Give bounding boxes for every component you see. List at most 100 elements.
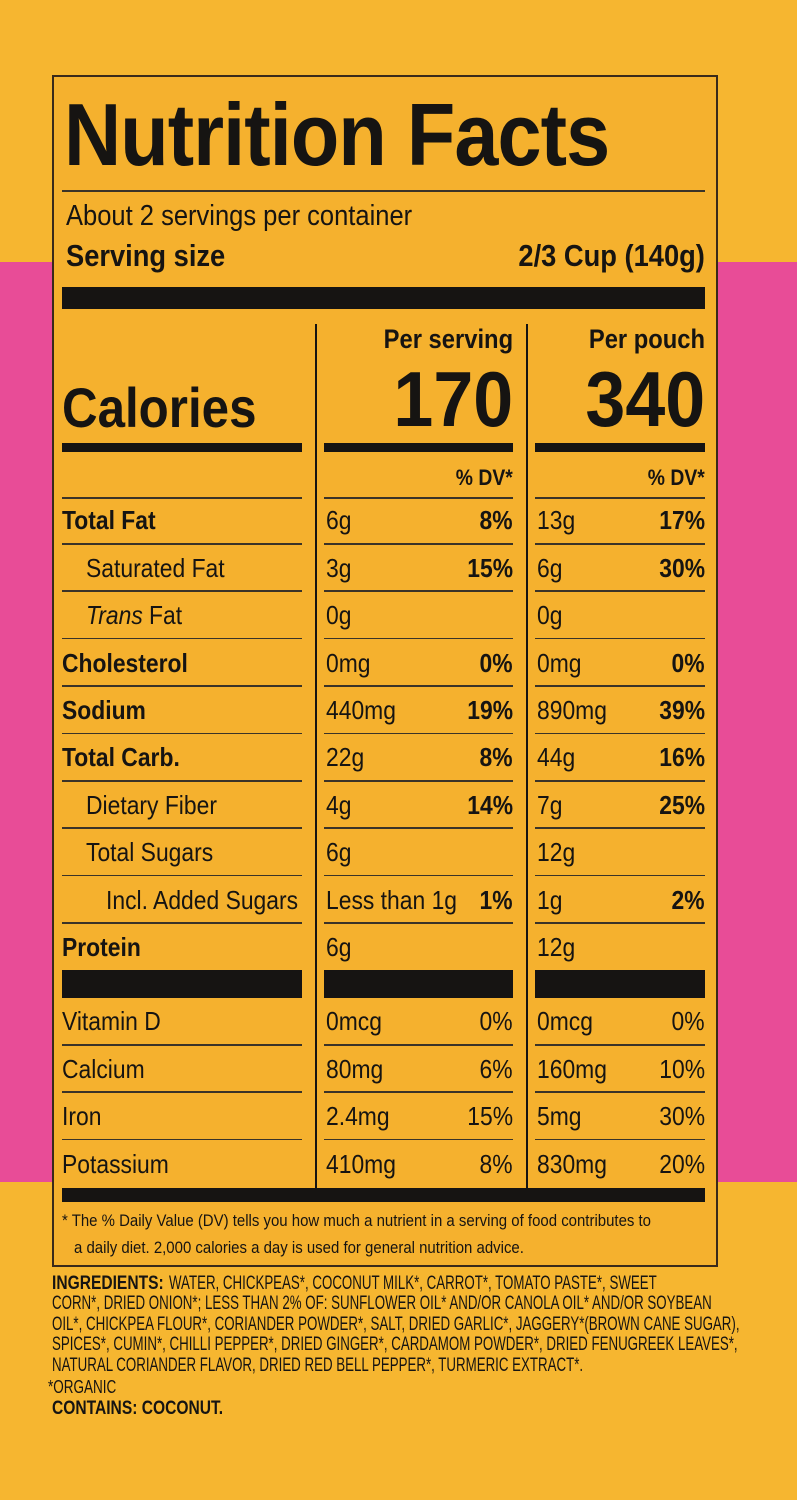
- amount: 890mg: [537, 695, 607, 725]
- daily-value: 15%: [467, 1101, 513, 1132]
- amount: 3g: [326, 552, 352, 583]
- ingredients-line: SPICES*, CUMIN*, CHILLI PEPPER*, DRIED G…: [52, 1334, 738, 1356]
- nutrient-name: Calcium: [62, 1053, 145, 1084]
- amount: 0mcg: [537, 1006, 593, 1037]
- calories-value: 170: [393, 355, 513, 444]
- ingredients-line: CORN*, DRIED ONION*; LESS THAN 2% OF: SU…: [52, 1293, 712, 1315]
- servings: About 2 servings per container: [66, 199, 413, 232]
- divider: [535, 543, 705, 545]
- divider: [535, 1044, 705, 1046]
- divider: [535, 1138, 705, 1141]
- amount: 4g: [326, 789, 352, 820]
- amount: 160mg: [537, 1053, 607, 1084]
- dv-header: % DV*: [455, 464, 513, 490]
- nutrient-name: Trans: [86, 600, 143, 631]
- divider: [62, 1138, 302, 1141]
- divider: [324, 780, 513, 782]
- nutrient-name: Protein: [62, 932, 141, 962]
- divider: [62, 922, 302, 924]
- organic-note: *ORGANIC: [48, 1377, 117, 1398]
- rule: [535, 443, 705, 452]
- divider: [62, 637, 302, 640]
- nutrient-name: Total Fat: [62, 505, 156, 536]
- divider: [324, 590, 513, 592]
- divider: [324, 1091, 513, 1093]
- amount: 440mg: [326, 695, 396, 725]
- divider: [324, 685, 513, 687]
- divider: [535, 780, 705, 782]
- rule: [535, 970, 705, 998]
- daily-value: 0%: [671, 1006, 705, 1037]
- rule: [62, 970, 302, 998]
- divider: [324, 874, 513, 877]
- nutrient-name: Total Carb.: [62, 742, 180, 773]
- nutrient-name: Sodium: [62, 695, 146, 725]
- daily-value: 0%: [479, 647, 513, 678]
- ingredients-label: INGREDIENTS:: [52, 1272, 164, 1294]
- divider: [62, 780, 302, 782]
- divider: [324, 827, 513, 829]
- amount: 5mg: [537, 1101, 582, 1132]
- daily-value: 30%: [659, 552, 705, 583]
- divider: [62, 685, 302, 687]
- amount: 12g: [537, 932, 576, 962]
- divider: [535, 922, 705, 924]
- amount: 0mcg: [326, 1006, 382, 1037]
- amount: 6g: [326, 932, 352, 962]
- rule: [62, 287, 705, 309]
- daily-value: 0%: [671, 647, 705, 678]
- rule: [62, 443, 302, 452]
- amount: 6g: [326, 837, 352, 868]
- ingredients-line: WATER, CHICKPEAS*, COCONUT MILK*, CARROT…: [168, 1272, 657, 1294]
- daily-value: 25%: [659, 789, 705, 820]
- amount: 830mg: [537, 1148, 607, 1179]
- column-divider: [526, 324, 528, 1188]
- divider: [62, 497, 302, 499]
- serving-size-label: Serving size: [66, 238, 226, 274]
- nutrient-name: Saturated Fat: [86, 552, 225, 583]
- daily-value: 20%: [659, 1148, 705, 1179]
- footnote: * The % Daily Value (DV) tells you how m…: [62, 1210, 652, 1230]
- amount: 0g: [326, 600, 352, 631]
- amount: 22g: [326, 742, 365, 773]
- amount: 6g: [326, 505, 352, 536]
- daily-value: 8%: [479, 1148, 513, 1179]
- amount: 410mg: [326, 1148, 396, 1179]
- divider: [535, 685, 705, 687]
- amount: 6g: [537, 552, 563, 583]
- divider: [324, 1044, 513, 1046]
- divider: [535, 874, 705, 877]
- serving-size-value: 2/3 Cup (140g): [518, 238, 705, 274]
- divider: [62, 827, 302, 829]
- divider: [535, 732, 705, 735]
- divider: [535, 590, 705, 592]
- divider: [62, 1091, 302, 1093]
- column-header: Per serving: [383, 323, 513, 354]
- amount: 80mg: [326, 1053, 384, 1084]
- divider: [535, 497, 705, 499]
- daily-value: 8%: [479, 742, 513, 773]
- ingredients-line: OIL*, CHICKPEA FLOUR*, CORIANDER POWDER*…: [52, 1313, 740, 1335]
- daily-value: 17%: [659, 505, 705, 536]
- rule: [62, 1188, 705, 1202]
- calories-value: 340: [585, 355, 705, 444]
- column-divider: [315, 324, 317, 1188]
- divider: [324, 922, 513, 924]
- amount: 0mg: [537, 647, 582, 678]
- amount: 0g: [537, 600, 563, 631]
- divider: [324, 497, 513, 499]
- daily-value: 10%: [659, 1053, 705, 1084]
- title: Nutrition Facts: [64, 85, 610, 185]
- divider: [62, 874, 302, 877]
- divider: [324, 543, 513, 545]
- amount: 44g: [537, 742, 576, 773]
- daily-value: 0%: [479, 1006, 513, 1037]
- nutrient-name: Total Sugars: [86, 837, 214, 868]
- divider: [324, 1138, 513, 1141]
- divider: [62, 543, 302, 545]
- nutrient-name: Cholesterol: [62, 647, 188, 678]
- amount: 1g: [537, 884, 563, 915]
- nutrient-name: Dietary Fiber: [86, 789, 217, 820]
- amount: 2.4mg: [326, 1101, 390, 1132]
